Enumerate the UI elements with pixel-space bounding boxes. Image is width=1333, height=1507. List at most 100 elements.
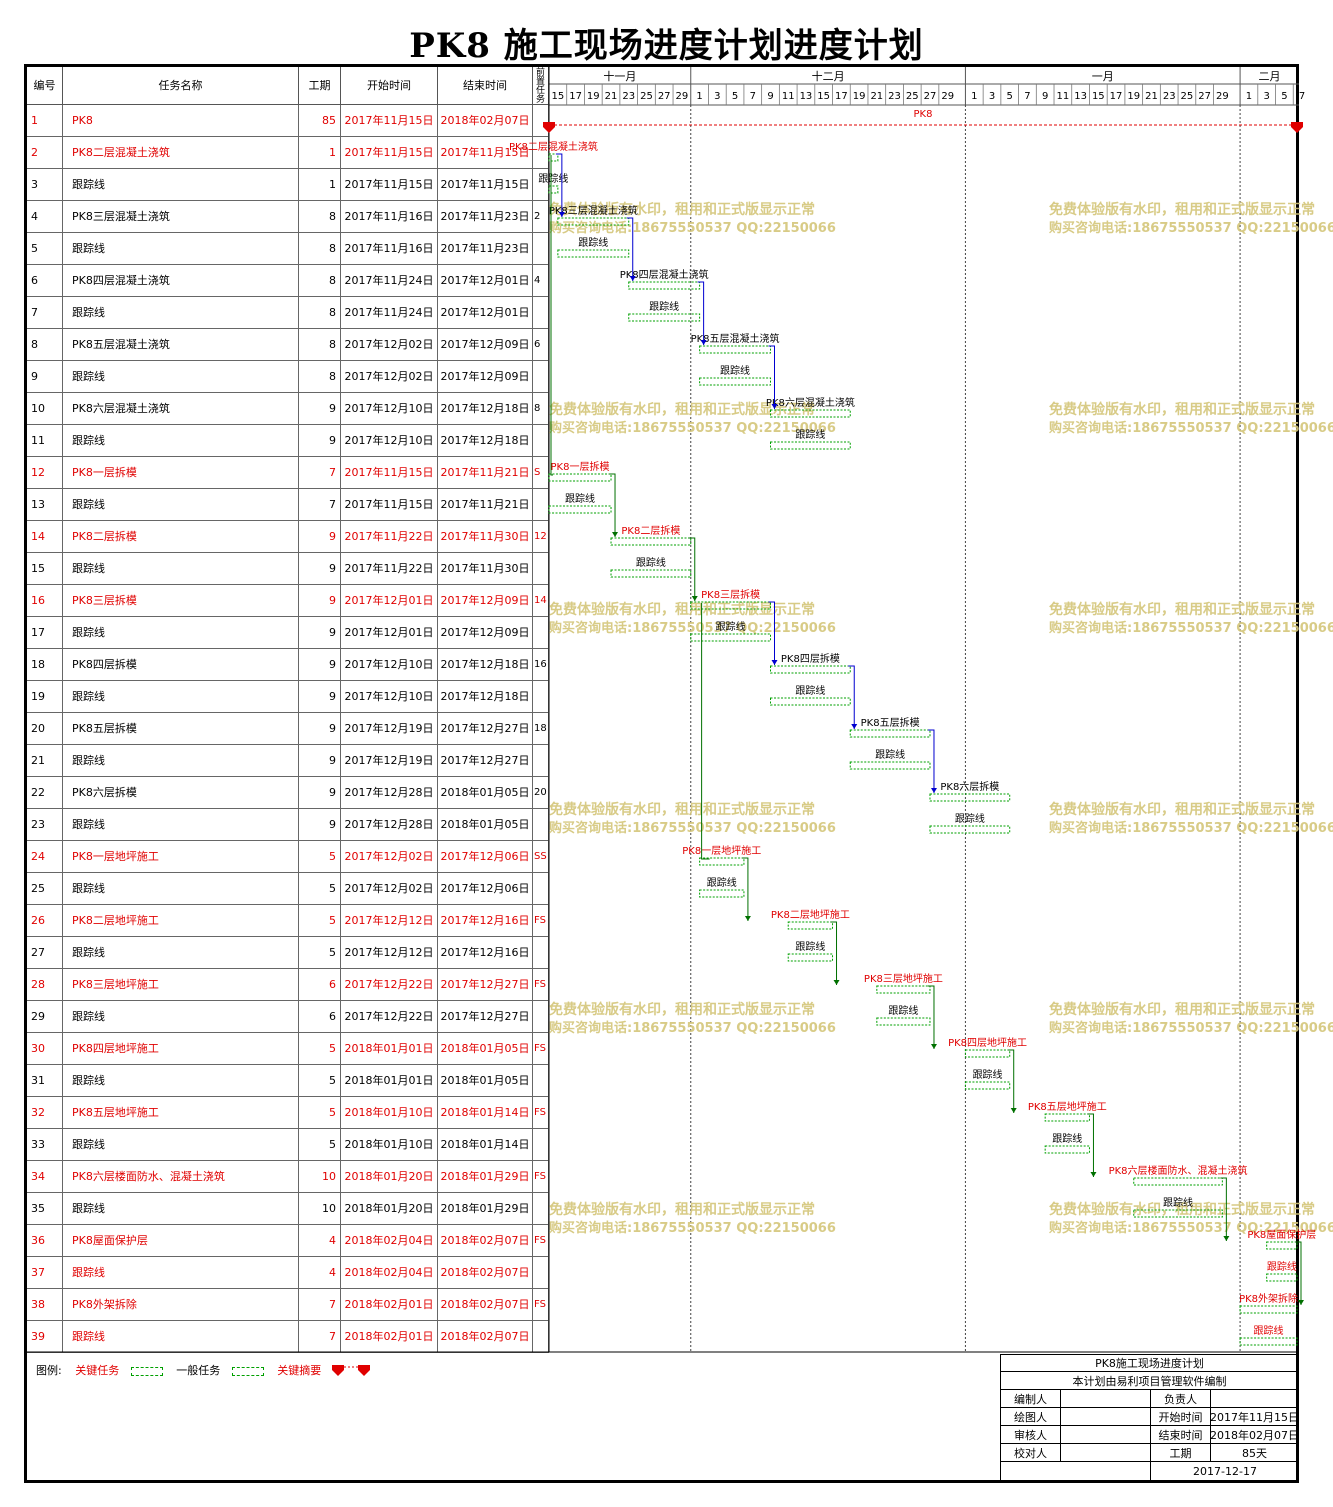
task-bar [1044, 1145, 1090, 1154]
tb-reviewer-value [1061, 1426, 1151, 1443]
plan-frame [24, 64, 1299, 1483]
watermark-line1: 免费体验版有水印，租用和正式版显示正常 [549, 601, 815, 618]
legend-label: 图例: [36, 1364, 62, 1377]
table-row: 4 PK8三层混凝土浇筑 8 2017年11月16日 2017年11月23日 2 [27, 201, 549, 233]
cell-end: 2017年12月01日 [438, 297, 533, 328]
watermark-line2: 购买咨询电话:18675550537 QQ:22150066 [1049, 220, 1333, 236]
task-bar [770, 697, 851, 706]
table-row: 28 PK8三层地坪施工 6 2017年12月22日 2017年12月27日 FS [27, 969, 549, 1001]
cell-duration: 7 [299, 457, 341, 488]
cell-name: 跟踪线 [63, 489, 299, 520]
tb-end-value: 2018年02月07日 [1210, 1426, 1299, 1443]
cell-name: PK8六层拆模 [63, 777, 299, 808]
cell-end: 2017年12月27日 [438, 713, 533, 744]
cell-start: 2018年02月04日 [341, 1225, 438, 1256]
table-row: 27 跟踪线 5 2017年12月12日 2017年12月16日 [27, 937, 549, 969]
cell-name: 跟踪线 [63, 553, 299, 584]
cell-start: 2017年12月28日 [341, 809, 438, 840]
tb-blank [1001, 1462, 1151, 1481]
watermark-line2: 购买咨询电话:18675550537 QQ:22150066 [549, 820, 836, 836]
table-row: 15 跟踪线 9 2017年11月22日 2017年11月30日 [27, 553, 549, 585]
cell-duration: 9 [299, 393, 341, 424]
cell-start: 2018年01月20日 [341, 1161, 438, 1192]
dependency-arrow [558, 212, 565, 217]
cell-end: 2017年12月16日 [438, 937, 533, 968]
legend-summary-swatch [331, 1363, 371, 1380]
day-label: 21 [605, 91, 618, 102]
table-row: 36 PK8屋面保护层 4 2018年02月04日 2018年02月07日 FS [27, 1225, 549, 1257]
bar-label: 跟踪线 [1267, 1260, 1297, 1273]
cell-id: 36 [27, 1225, 63, 1256]
cell-id: 18 [27, 649, 63, 680]
tb-duration-label: 工期 [1151, 1444, 1211, 1461]
task-bar [849, 729, 931, 738]
table-row: 7 跟踪线 8 2017年11月24日 2017年12月01日 [27, 297, 549, 329]
day-label: 15 [817, 91, 830, 102]
task-bar [699, 889, 745, 898]
cell-id: 17 [27, 617, 63, 648]
cell-name: PK8四层拆模 [63, 649, 299, 680]
cell-start: 2018年01月10日 [341, 1097, 438, 1128]
cell-start: 2018年01月10日 [341, 1129, 438, 1160]
cell-end: 2017年12月18日 [438, 393, 533, 424]
watermark-line1: 免费体验版有水印，租用和正式版显示正常 [1049, 1201, 1315, 1218]
tb-drawer-label: 绘图人 [1001, 1408, 1061, 1425]
task-bar [699, 857, 745, 866]
task-bar [964, 1081, 1011, 1090]
table-row: 30 PK8四层地坪施工 5 2018年01月01日 2018年01月05日 FS [27, 1033, 549, 1065]
task-bar [548, 473, 612, 482]
day-label: 19 [1127, 91, 1140, 102]
cell-start: 2017年12月10日 [341, 649, 438, 680]
cell-name: 跟踪线 [63, 425, 299, 456]
cell-name: PK8三层混凝土浇筑 [63, 201, 299, 232]
cell-id: 24 [27, 841, 63, 872]
bar-label: PK8二层混凝土浇筑 [509, 140, 598, 153]
day-label: 29 [941, 91, 954, 102]
day-label: 23 [622, 91, 635, 102]
cell-duration: 6 [299, 1001, 341, 1032]
day-label: 17 [1110, 91, 1123, 102]
col-header-name: 任务名称 [63, 67, 299, 105]
cell-end: 2017年11月30日 [438, 553, 533, 584]
bar-label: 跟踪线 [955, 812, 985, 825]
task-bar [876, 985, 931, 994]
cell-end: 2018年02月07日 [438, 105, 533, 136]
cell-duration: 9 [299, 681, 341, 712]
dependency-arrow [1223, 1236, 1230, 1241]
cell-duration: 8 [299, 265, 341, 296]
cell-start: 2017年12月28日 [341, 777, 438, 808]
cell-start: 2017年12月01日 [341, 617, 438, 648]
day-label: 13 [800, 91, 813, 102]
day-label: 15 [551, 91, 564, 102]
day-label: 9 [767, 91, 773, 102]
bar-label: PK8六层混凝土浇筑 [766, 396, 855, 409]
month-label: 十二月 [812, 69, 845, 83]
bar-label: 跟踪线 [720, 364, 750, 377]
dependency-arrow [771, 404, 778, 409]
watermark-line1: 免费体验版有水印，租用和正式版显示正常 [1049, 801, 1315, 818]
tb-project: PK8施工现场进度计划 [1001, 1355, 1299, 1371]
task-bar [548, 505, 612, 514]
day-label: 13 [1074, 91, 1087, 102]
table-row: 23 跟踪线 9 2017年12月28日 2018年01月05日 [27, 809, 549, 841]
task-bar [557, 249, 630, 258]
tb-duration-value: 85天 [1211, 1444, 1299, 1461]
dependency-arrow [771, 660, 778, 665]
cell-name: 跟踪线 [63, 617, 299, 648]
dependency-link [768, 345, 775, 409]
cell-duration: 1 [299, 137, 341, 168]
watermark-line1: 免费体验版有水印，租用和正式版显示正常 [549, 1201, 815, 1218]
cell-id: 25 [27, 873, 63, 904]
task-bar [1133, 1177, 1223, 1186]
dependency-arrow [700, 340, 707, 345]
tb-checker-label: 校对人 [1001, 1444, 1061, 1461]
cell-end: 2017年12月27日 [438, 745, 533, 776]
cell-id: 16 [27, 585, 63, 616]
tb-editor-label: 编制人 [1001, 1390, 1061, 1407]
watermark-line1: 免费体验版有水印，租用和正式版显示正常 [549, 801, 815, 818]
task-bar [1239, 1337, 1298, 1346]
task-bar [929, 825, 1011, 834]
watermark-line2: 购买咨询电话:18675550537 QQ:22150066 [549, 1220, 836, 1236]
bar-label: 跟踪线 [636, 556, 666, 569]
cell-duration: 4 [299, 1257, 341, 1288]
